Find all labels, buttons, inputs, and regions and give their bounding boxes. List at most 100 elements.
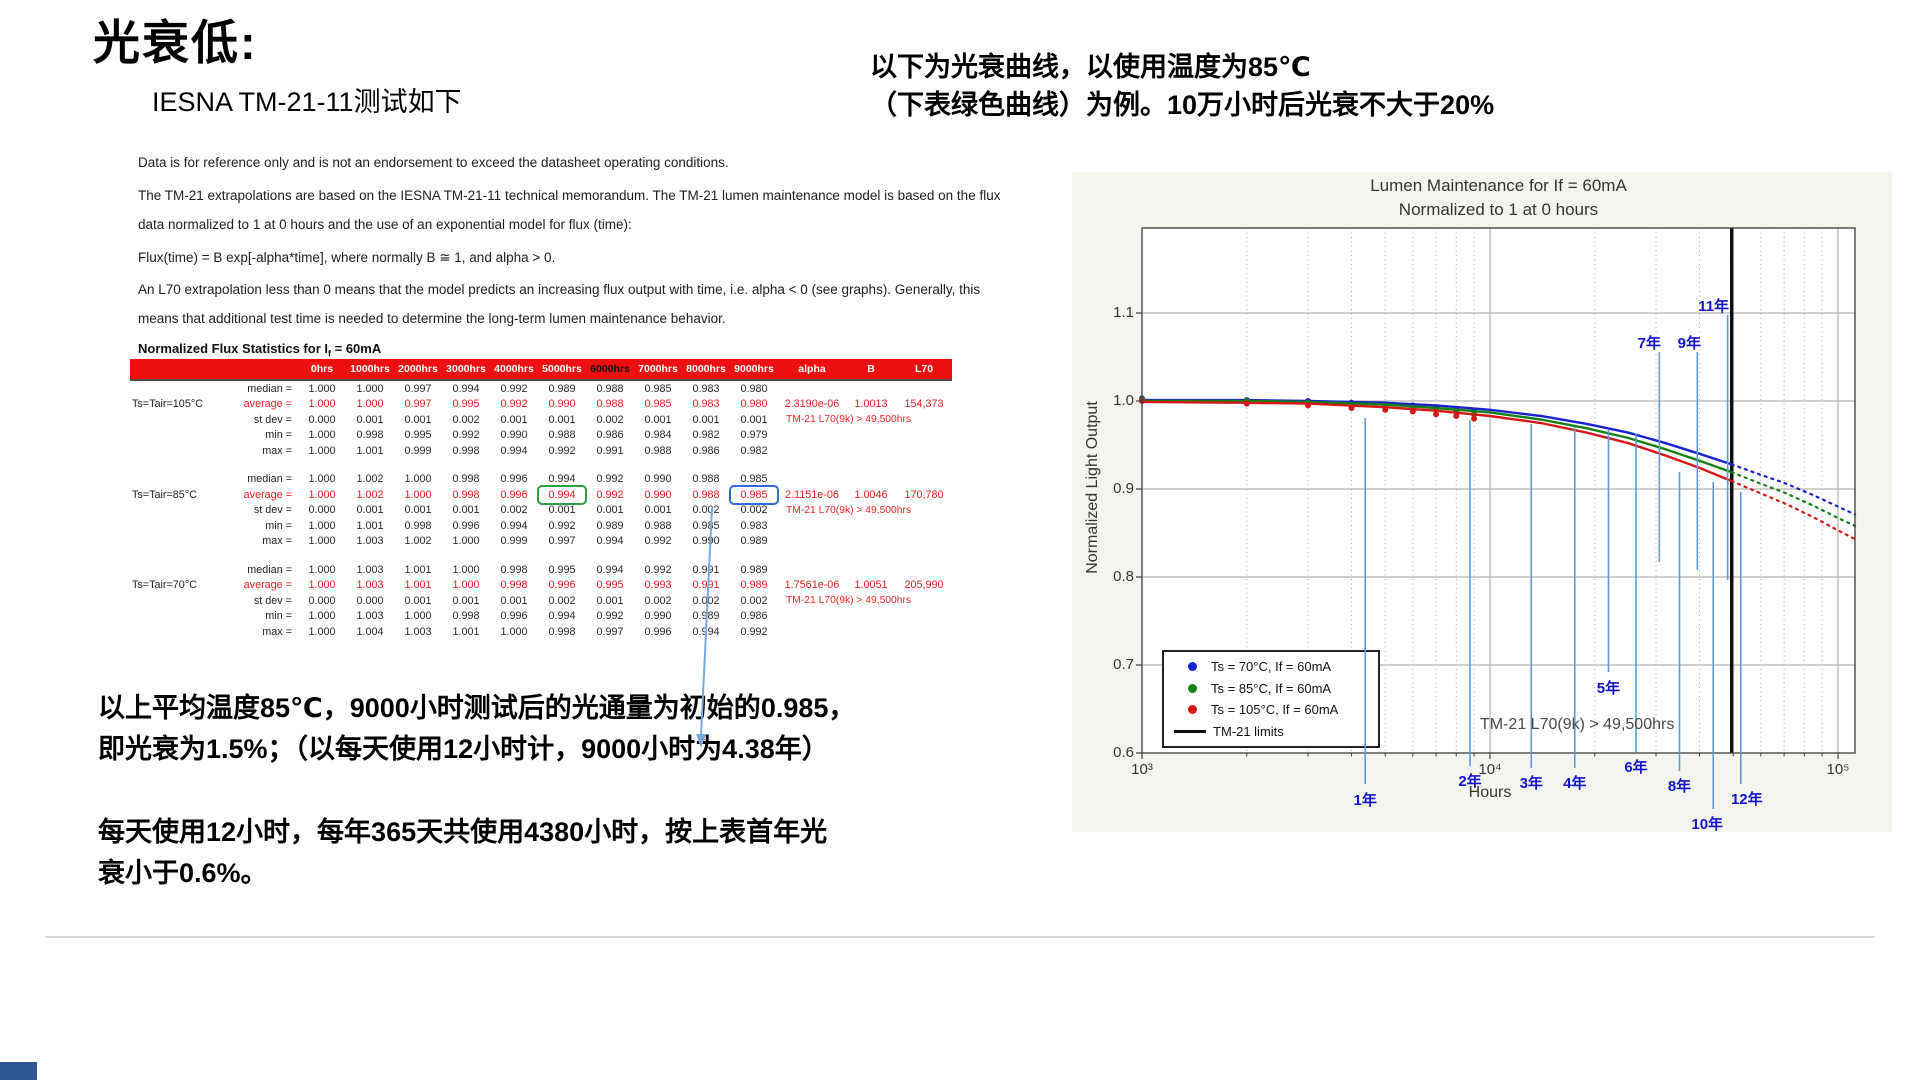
lumen-curve-note: 以下为光衰曲线，以使用温度为85℃ （下表绿色曲线）为例。10万小时后光衰不大于2…	[870, 52, 1495, 120]
column-header: 4000hrs	[490, 359, 538, 381]
value-cell: 0.992	[644, 563, 672, 576]
value-cell: 0.002	[500, 504, 528, 517]
value-cell: 0.996	[500, 473, 528, 486]
value-cell: 0.996	[548, 579, 576, 592]
value-cell: 0.992	[596, 610, 624, 623]
value-cell: 0.986	[740, 610, 768, 623]
table-row: min = 1.000 0.998 0.995 0.992 0.990 0.988 0.986…	[130, 428, 952, 444]
value-cell: 0.997	[548, 535, 576, 548]
y-tick-label: 1.1	[1113, 304, 1134, 321]
value-cell: 0.992	[596, 473, 624, 486]
table-row: median = 1.000 1.000 0.997 0.994 0.992 0.989 0.…	[130, 380, 952, 397]
page-title: 光衰低:	[93, 16, 258, 69]
green-highlight-box	[537, 485, 587, 505]
table-row: max = 1.000 1.001 0.999 0.998 0.994 0.992 0.991…	[130, 443, 952, 459]
value-cell: 0.994	[500, 519, 528, 532]
value-cell: 1.000	[452, 579, 480, 592]
year-annotation-label: 2年	[1458, 773, 1482, 790]
legend-entry-tm21: TM-21 limits	[1172, 724, 1370, 739]
tm21-note-cell: TM-21 L70(9k) > 49,500hrs	[786, 504, 912, 516]
value-cell: 1.001	[404, 579, 432, 592]
fit-parameter-cell: 1.0013	[854, 398, 888, 411]
value-cell: 0.984	[644, 429, 672, 442]
value-cell: 0.988	[644, 519, 672, 532]
column-header: B	[846, 359, 896, 381]
value-cell: 0.001	[692, 413, 720, 426]
value-cell: 0.002	[740, 504, 768, 517]
value-cell: 0.994	[537, 485, 587, 505]
chart-legend: Ts = 70°C, If = 60mA Ts = 85°C, If = 60m…	[1162, 650, 1380, 748]
fit-parameter-cell: 2.3190e-06	[784, 398, 840, 411]
year-annotation-label: 8年	[1667, 778, 1692, 795]
value-cell: 1.003	[356, 563, 384, 576]
table-header-row: 0hrs 1000hrs 2000hrs 3000hrs 4000hrs 5000hrs 6…	[130, 359, 952, 381]
table-row: max = 1.000 1.003 1.002 1.000 0.999 0.997 0.994…	[130, 534, 952, 550]
legend-entry-70c: Ts = 70°C, If = 60mA	[1172, 659, 1370, 674]
fit-parameter-cell: 1.7561e-06	[784, 579, 840, 592]
value-cell: 0.998	[452, 444, 480, 457]
y-tick-label: 0.8	[1113, 568, 1134, 585]
year-annotation-label: 12年	[1730, 791, 1763, 808]
value-cell: 0.994	[500, 444, 528, 457]
y-tick-label: 0.9	[1113, 480, 1134, 497]
value-cell: 1.000	[308, 473, 336, 486]
value-cell: 1.000	[404, 473, 432, 486]
legend-entry-85c: Ts = 85°C, If = 60mA	[1172, 681, 1370, 696]
fit-parameter-cell: 170,780	[904, 488, 944, 501]
value-cell: 0.999	[404, 444, 432, 457]
value-cell: 0.989	[740, 563, 768, 576]
value-cell: 0.980	[740, 382, 768, 395]
value-cell: 1.003	[404, 625, 432, 638]
value-cell: 0.001	[404, 413, 432, 426]
value-cell: 1.002	[356, 488, 384, 501]
value-cell: 0.992	[548, 519, 576, 532]
value-cell: 0.000	[308, 594, 336, 607]
value-cell: 0.983	[692, 398, 720, 411]
value-cell: 0.996	[452, 519, 480, 532]
value-cell: 0.995	[548, 563, 576, 576]
value-cell: 1.000	[308, 444, 336, 457]
chart-subtitle: Normalized to 1 at 0 hours	[1398, 200, 1599, 219]
value-cell: 1.000	[356, 382, 384, 395]
value-cell: 0.985	[729, 485, 779, 505]
value-cell: 1.000	[404, 610, 432, 623]
value-cell: 0.001	[356, 504, 384, 517]
value-cell: 0.991	[692, 563, 720, 576]
value-cell: 0.001	[596, 504, 624, 517]
black-line-marker	[1174, 729, 1206, 734]
value-cell: 0.991	[692, 579, 720, 592]
value-cell: 0.002	[740, 594, 768, 607]
legend-entry-105c: Ts = 105°C, If = 60mA	[1172, 702, 1370, 717]
value-cell: 0.996	[500, 488, 528, 501]
value-cell: 1.002	[356, 473, 384, 486]
value-cell: 0.989	[548, 382, 576, 395]
value-cell: 0.990	[692, 535, 720, 548]
column-header: 8000hrs	[682, 359, 730, 381]
value-cell: 1.000	[308, 610, 336, 623]
value-cell: 1.000	[308, 488, 336, 501]
year-annotation-label: 3年	[1519, 775, 1543, 792]
table-row: st dev = 0.000 0.001 0.001 0.002 0.001 0.001 0.…	[130, 412, 952, 428]
value-cell: 0.001	[500, 413, 528, 426]
value-cell: 1.003	[356, 610, 384, 623]
column-header: 5000hrs	[538, 359, 586, 381]
x-tick-label: 10⁵	[1826, 761, 1850, 778]
red-dot-marker	[1188, 705, 1197, 715]
report-paragraph: An L70 extrapolation less than 0 means t…	[138, 282, 981, 326]
value-cell: 0.002	[692, 594, 720, 607]
value-cell: 0.983	[740, 519, 768, 532]
value-cell: 1.000	[308, 519, 336, 532]
value-cell: 0.990	[644, 488, 672, 501]
year-annotation-label: 9年	[1677, 335, 1701, 352]
blue-highlight-box	[729, 485, 779, 505]
column-header: 6000hrs	[586, 359, 634, 381]
value-cell: 0.992	[548, 444, 576, 457]
slide-corner-decoration	[0, 1062, 37, 1080]
value-cell: 0.001	[452, 504, 480, 517]
value-cell: 0.995	[596, 579, 624, 592]
value-cell: 0.991	[596, 444, 624, 457]
value-cell: 0.002	[692, 504, 720, 517]
lumen-maintenance-chart: Lumen Maintenance for If = 60mA Normaliz…	[1072, 172, 1892, 833]
value-cell: 0.982	[692, 429, 720, 442]
